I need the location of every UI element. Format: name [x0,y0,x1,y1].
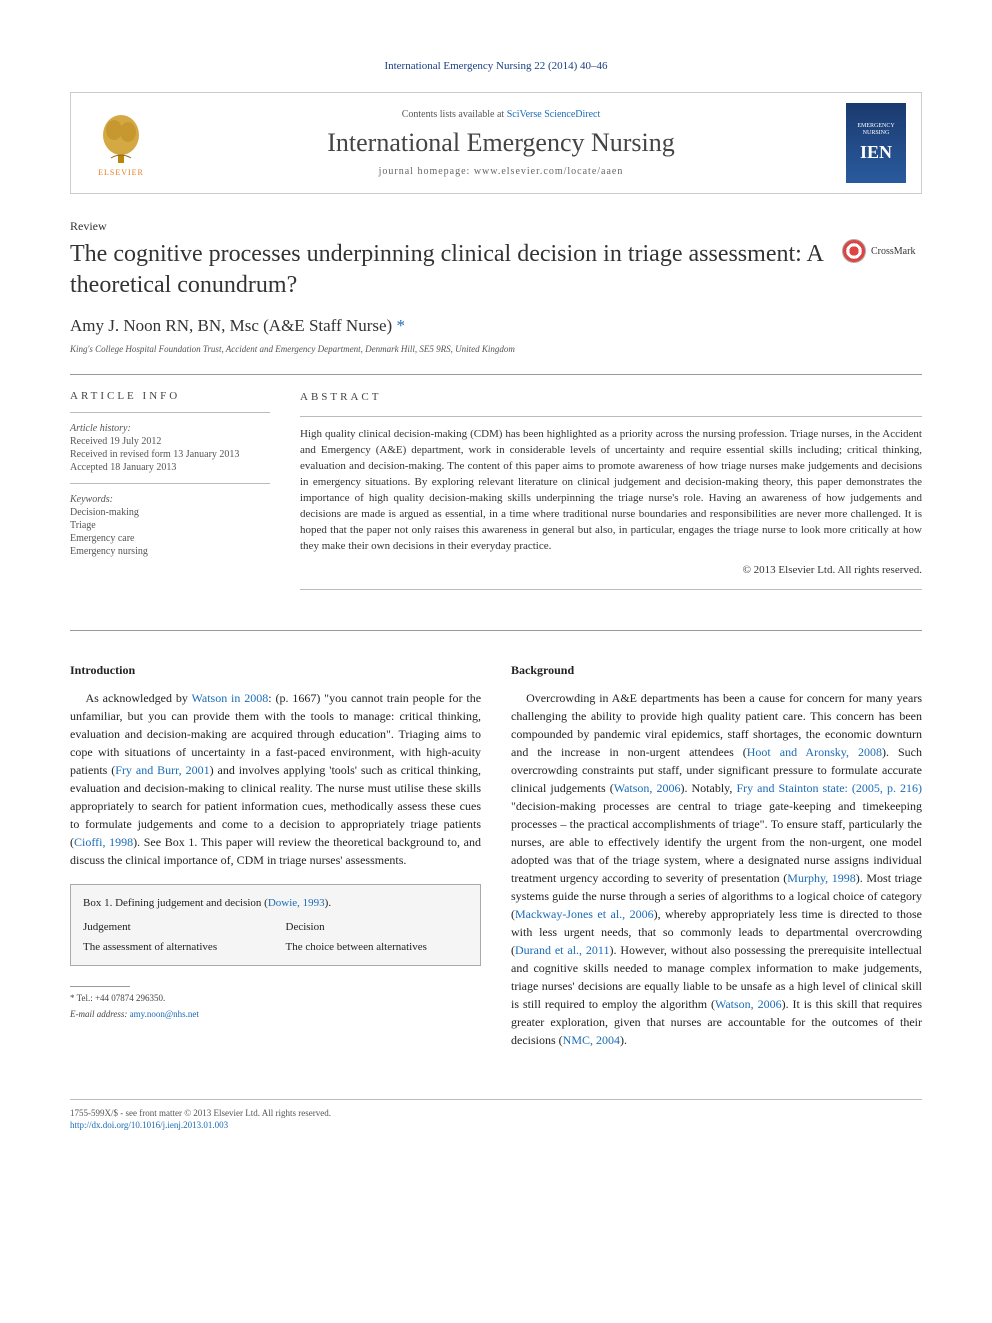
section-divider [70,630,922,631]
received-date: Received 19 July 2012 [70,436,270,447]
page-footer: 1755-599X/$ - see front matter © 2013 El… [70,1099,922,1130]
introduction-heading: Introduction [70,661,481,679]
citation-link[interactable]: Watson in 2008 [192,691,269,705]
citation-link[interactable]: Fry and Stainton state: (2005, p. 216) [736,781,922,795]
box-1-decision-head: Decision [286,919,469,936]
introduction-paragraph: As acknowledged by Watson in 2008: (p. 1… [70,689,481,869]
homepage-url[interactable]: www.elsevier.com/locate/aaen [474,166,624,177]
info-divider [70,483,270,484]
box-1-judgement-head: Judgement [83,919,266,936]
sciencedirect-link[interactable]: SciVerse ScienceDirect [507,109,601,120]
publisher-logo[interactable]: ELSEVIER [86,103,156,183]
citation-link[interactable]: Hoot and Aronsky, 2008 [747,745,882,759]
cover-abbr: IEN [860,142,892,163]
citation-link[interactable]: Dowie, 1993 [268,897,325,909]
journal-banner: ELSEVIER Contents lists available at Sci… [70,92,922,194]
contents-prefix: Contents lists available at [402,109,507,120]
abstract-heading: ABSTRACT [300,390,922,406]
contents-available-line: Contents lists available at SciVerse Sci… [156,109,846,120]
cover-title-1: EMERGENCY [857,123,894,130]
bg-text: ). [620,1033,627,1047]
homepage-prefix: journal homepage: [379,166,474,177]
running-header: International Emergency Nursing 22 (2014… [70,60,922,72]
corresponding-footnote: * Tel.: +44 07874 296350. E-mail address… [70,992,481,1021]
box-1: Box 1. Defining judgement and decision (… [70,884,481,967]
abstract-copyright: © 2013 Elsevier Ltd. All rights reserved… [300,563,922,579]
author-corresponding-mark[interactable]: * [396,316,405,335]
keyword: Decision-making [70,507,270,518]
box-1-decision-body: The choice between alternatives [286,939,469,956]
crossmark-label: CrossMark [871,246,915,257]
citation-link[interactable]: NMC, 2004 [563,1033,620,1047]
revised-date: Received in revised form 13 January 2013 [70,449,270,460]
author-email-link[interactable]: amy.noon@nhs.net [130,1009,199,1019]
email-label: E-mail address: [70,1009,130,1019]
left-column: Introduction As acknowledged by Watson i… [70,661,481,1059]
keywords-label: Keywords: [70,494,270,505]
banner-center: Contents lists available at SciVerse Sci… [156,109,846,177]
author-name: Amy J. Noon RN, BN, Msc (A&E Staff Nurse… [70,316,396,335]
keyword: Emergency nursing [70,546,270,557]
box-1-row: Judgement The assessment of alternatives… [83,919,468,955]
issn-line: 1755-599X/$ - see front matter © 2013 El… [70,1108,922,1118]
elsevier-tree-icon [96,110,146,165]
article-title: The cognitive processes underpinning cli… [70,239,842,301]
keyword: Emergency care [70,533,270,544]
tel-label: * Tel.: [70,993,95,1003]
box-1-title: Box 1. Defining judgement and decision (… [83,895,468,912]
background-paragraph: Overcrowding in A&E departments has been… [511,689,922,1049]
citation-link[interactable]: Watson, 2006 [715,997,782,1011]
intro-text: As acknowledged by [85,691,191,705]
crossmark-icon [842,239,866,263]
citation-link[interactable]: Murphy, 1998 [787,871,856,885]
journal-name: International Emergency Nursing [156,128,846,158]
citation-link[interactable]: Watson, 2006 [614,781,681,795]
author-line: Amy J. Noon RN, BN, Msc (A&E Staff Nurse… [70,316,922,336]
box-1-cell: Decision The choice between alternatives [286,919,469,955]
citation-link[interactable]: Cioffi, 1998 [74,835,133,849]
box-1-judgement-body: The assessment of alternatives [83,939,266,956]
box1-title-text: ). [325,897,331,909]
cover-title-2: NURSING [863,130,890,137]
citation-link[interactable]: Fry and Burr, 2001 [115,763,209,777]
info-abstract-row: ARTICLE INFO Article history: Received 1… [70,390,922,599]
footnote-rule [70,986,130,987]
citation-link[interactable]: Durand et al., 2011 [515,943,609,957]
journal-homepage-line: journal homepage: www.elsevier.com/locat… [156,166,846,177]
section-divider [70,374,922,375]
page: International Emergency Nursing 22 (2014… [0,0,992,1172]
doi-link[interactable]: http://dx.doi.org/10.1016/j.ienj.2013.01… [70,1120,228,1130]
crossmark-badge[interactable]: CrossMark [842,239,922,263]
abstract-bottom-divider [300,589,922,590]
keyword: Triage [70,520,270,531]
box1-title-text: Box 1. Defining judgement and decision ( [83,897,268,909]
box-1-cell: Judgement The assessment of alternatives [83,919,266,955]
publisher-name: ELSEVIER [98,168,144,177]
info-divider [70,412,270,413]
author-affiliation: King's College Hospital Foundation Trust… [70,344,922,354]
background-heading: Background [511,661,922,679]
article-type-label: Review [70,219,922,234]
title-row: The cognitive processes underpinning cli… [70,239,922,301]
abstract-column: ABSTRACT High quality clinical decision-… [300,390,922,599]
journal-cover-thumbnail: EMERGENCY NURSING IEN [846,103,906,183]
abstract-divider [300,416,922,417]
article-info-column: ARTICLE INFO Article history: Received 1… [70,390,270,599]
abstract-text: High quality clinical decision-making (C… [300,427,922,555]
tel-number: +44 07874 296350. [95,993,165,1003]
article-history-label: Article history: [70,423,270,434]
article-info-heading: ARTICLE INFO [70,390,270,402]
accepted-date: Accepted 18 January 2013 [70,462,270,473]
body-columns: Introduction As acknowledged by Watson i… [70,661,922,1059]
right-column: Background Overcrowding in A&E departmen… [511,661,922,1059]
citation-link[interactable]: Mackway-Jones et al., 2006 [515,907,654,921]
bg-text: ). Notably, [680,781,736,795]
